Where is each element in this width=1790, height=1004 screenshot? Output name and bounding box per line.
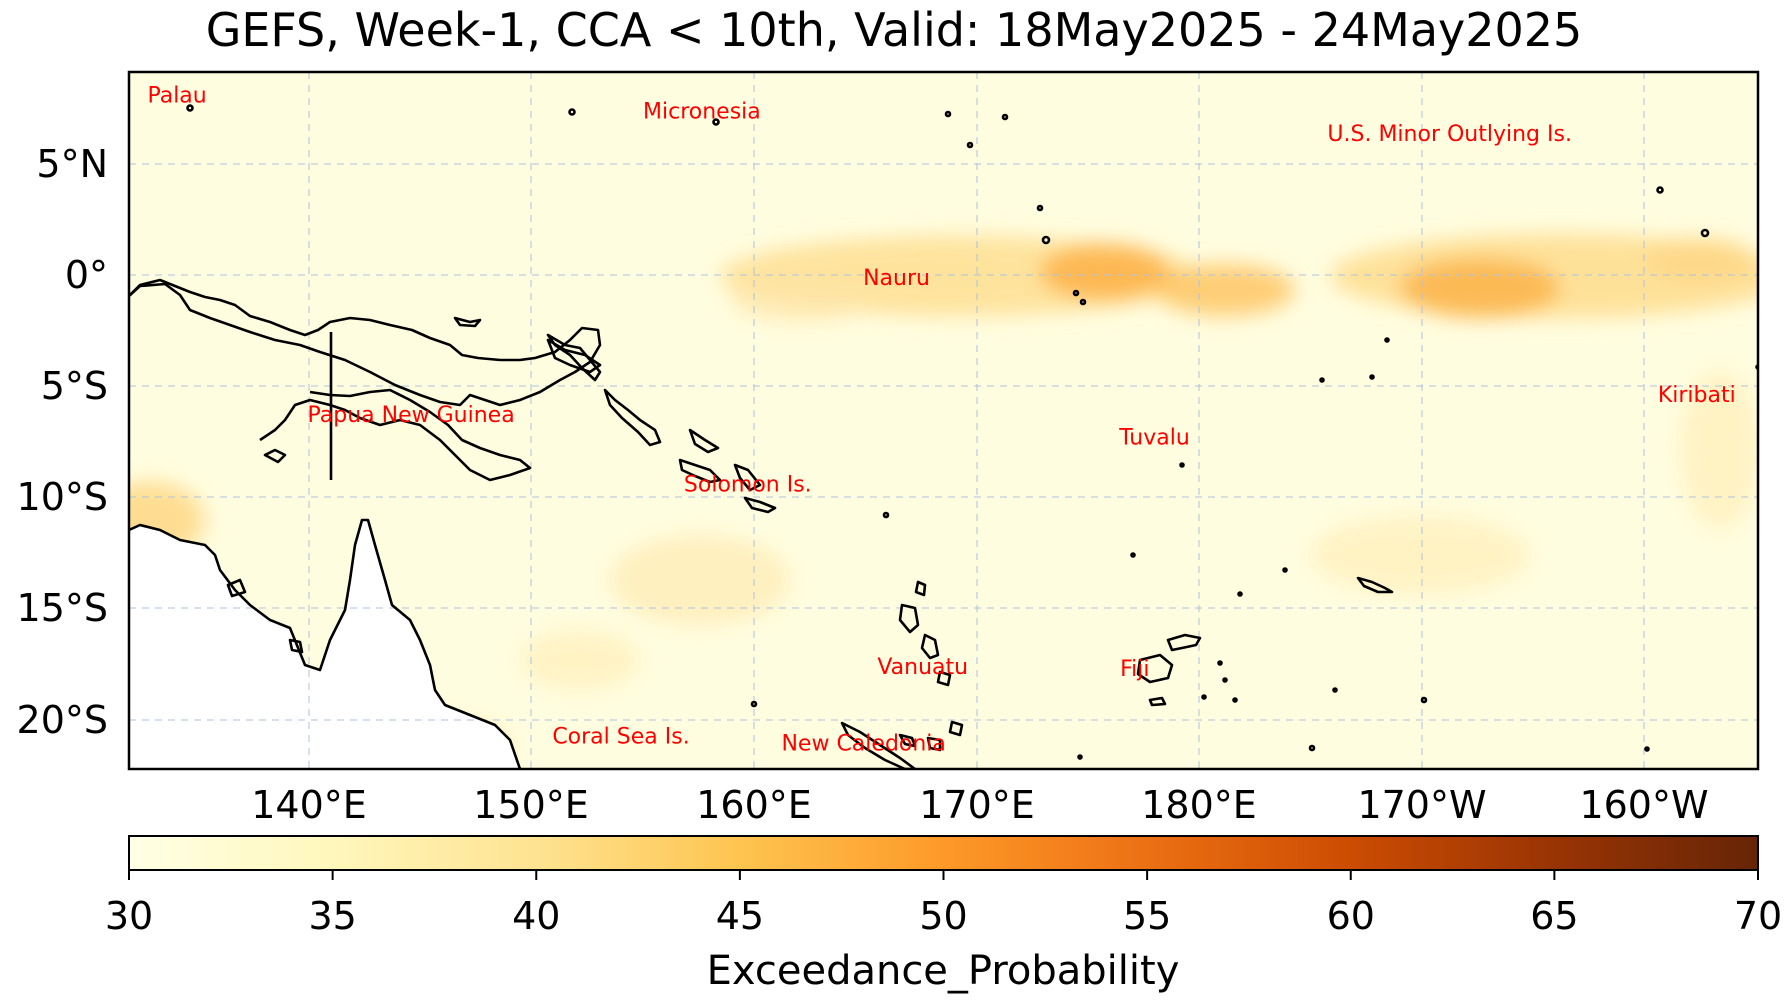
lon-tick-label: 140°E (251, 783, 367, 827)
country-label: Nauru (863, 266, 930, 291)
lat-tick-label: 0° (65, 253, 108, 297)
colorbar-tick-label: 35 (308, 894, 356, 938)
mornington-coast (288, 638, 304, 654)
country-label: Vanuatu (877, 655, 968, 680)
country-labels: Palau Micronesia U.S. Minor Outlying Is. Na… (147, 84, 1735, 757)
colorbar-tick-label: 70 (1734, 894, 1782, 938)
lat-tick-label: 5°N (36, 142, 108, 186)
chart-title: GEFS, Week-1, CCA < 10th, Valid: 18May20… (206, 3, 1583, 57)
colorbar-tick-label: 45 (716, 894, 764, 938)
lon-tick-label: 180°E (1141, 783, 1257, 827)
heat-blob-png-east (730, 278, 870, 322)
gridlines (129, 72, 1758, 769)
australia-land (129, 520, 520, 769)
colorbar-tick-label: 40 (512, 894, 560, 938)
map-area: Palau Micronesia U.S. Minor Outlying Is. Na… (127, 70, 1760, 771)
makira-coast (743, 496, 777, 514)
map-frame (127, 70, 1760, 771)
guadalcanal-coast (678, 458, 722, 484)
lat-tick-label: 5°S (41, 364, 108, 408)
colorbar-tick-label: 60 (1327, 894, 1375, 938)
colorbar-tick-label: 30 (105, 894, 153, 938)
colorbar-tick-label: 65 (1530, 894, 1578, 938)
lat-tick-label: 20°S (17, 698, 108, 742)
heat-blob-coralsea (520, 630, 640, 690)
colorbar-label: Exceedance_Probability (707, 948, 1180, 994)
bougainville-coast (603, 388, 662, 447)
small-islands (186, 104, 1758, 760)
lon-tick-label: 160°E (696, 783, 812, 827)
new-guinea-south-coast (259, 388, 532, 482)
heat-blob-coral (610, 535, 790, 625)
heat-core-178e (1155, 264, 1295, 316)
country-label: Palau (147, 84, 206, 109)
new-britain-coast (546, 338, 602, 374)
country-label: Micronesia (643, 100, 761, 125)
lon-tick-label: 160°W (1579, 783, 1708, 827)
heat-blob-east (1680, 370, 1758, 530)
groote-eylandt-coast (226, 578, 247, 598)
colorbar: 30 35 40 45 50 55 60 65 70 Exceedance_Probabilit… (105, 835, 1782, 994)
fiji-vanua-levu (1166, 633, 1202, 652)
lon-tick-label: 150°E (473, 783, 589, 827)
lat-tick-label: 10°S (17, 475, 108, 519)
australia-coast (129, 518, 522, 769)
heat-core-176e (1040, 244, 1170, 300)
heat-core-163w (1645, 238, 1755, 282)
vanuatu-malekula (920, 633, 940, 660)
malaita-coast (733, 463, 762, 492)
colorbar-tick-label: 50 (919, 894, 967, 938)
country-label: U.S. Minor Outlying Is. (1327, 122, 1572, 147)
lat-tick-labels: 5°N 0° 5°S 10°S 15°S 20°S (17, 142, 108, 742)
colorbar-tick-label: 55 (1123, 894, 1171, 938)
samoa-coast (1356, 576, 1394, 594)
country-label: Fiji (1120, 657, 1149, 682)
heat-blob-south (1310, 515, 1530, 595)
new-guinea-coast (129, 278, 602, 407)
fiji-viti-levu (1136, 653, 1174, 684)
heat-core-168w (1400, 258, 1560, 318)
lon-tick-labels: 140°E 150°E 160°E 170°E 180°E 170°W 160°… (251, 783, 1708, 827)
coastlines (129, 104, 1758, 769)
vanuatu-espiritu-santo (898, 603, 920, 634)
vanuatu-tanna (948, 720, 964, 737)
vanuatu-efate (936, 670, 952, 687)
fiji-kadavu (1148, 696, 1167, 707)
loyalty-islands-2 (926, 736, 942, 752)
colorbar-gradient (128, 835, 1759, 871)
country-label: Kiribati (1658, 383, 1736, 408)
manus-coast (453, 316, 482, 328)
new-georgia-coast (688, 428, 720, 454)
country-label: Papua New Guinea (308, 403, 515, 428)
new-ireland-coast (546, 333, 602, 382)
loyalty-islands (898, 733, 917, 748)
lon-tick-label: 170°W (1357, 783, 1486, 827)
colorbar-ticks: 30 35 40 45 50 55 60 65 70 (105, 870, 1782, 938)
land-masses (129, 520, 520, 769)
country-label: Solomon Is. (684, 473, 812, 498)
country-label: New Caledonia (781, 731, 945, 756)
lat-tick-label: 15°S (17, 586, 108, 630)
country-label: Tuvalu (1118, 426, 1190, 451)
vanuatu-north (914, 580, 927, 597)
new-caledonia-coast (840, 721, 917, 769)
lon-tick-label: 170°E (919, 783, 1035, 827)
country-label: Coral Sea Is. (552, 725, 689, 750)
fly-river-island (263, 448, 287, 464)
